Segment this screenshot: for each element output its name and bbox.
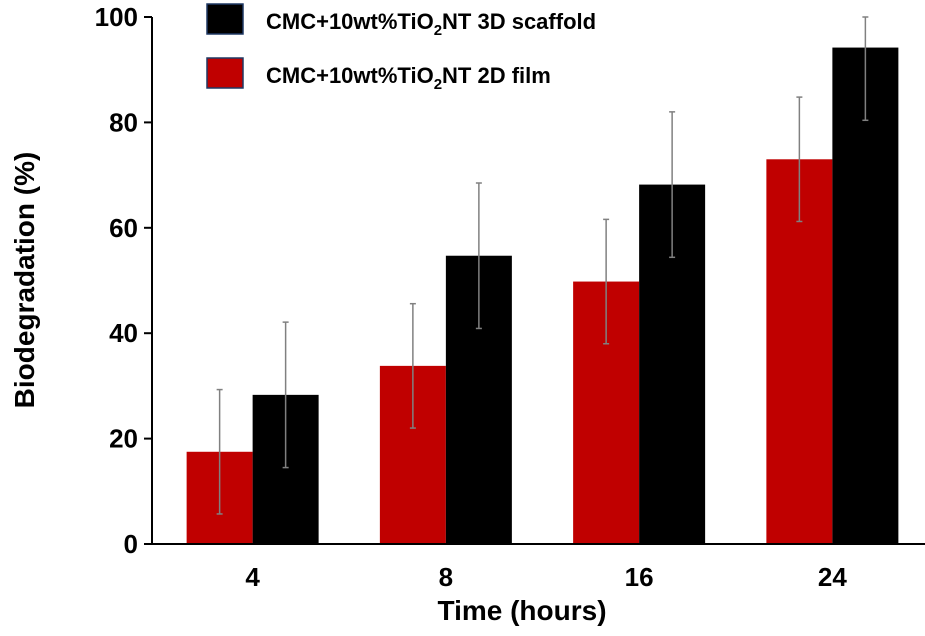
y-axis-title: Biodegradation (%) xyxy=(9,152,40,409)
y-tick-label-60: 60 xyxy=(109,213,138,243)
axes-layer: 4 8 16 24 0 20 40 60 80 100 xyxy=(95,2,925,592)
legend-label-3d-scaffold: CMC+10wt%TiO2NT 3D scaffold xyxy=(266,9,596,39)
error-bars-layer xyxy=(216,16,869,515)
x-tick-label-8: 8 xyxy=(439,562,453,592)
legend: CMC+10wt%TiO2NT 3D scaffold CMC+10wt%TiO2… xyxy=(206,3,596,93)
legend-label-2d-film: CMC+10wt%TiO2NT 2D film xyxy=(266,63,551,93)
legend-swatch-2d-film xyxy=(206,57,244,89)
x-tick-label-24: 24 xyxy=(818,562,847,592)
x-tick-label-4: 4 xyxy=(245,562,260,592)
bars-layer xyxy=(186,47,899,545)
bar-3d-scaffold-24h xyxy=(832,47,899,544)
x-tick-label-16: 16 xyxy=(625,562,654,592)
legend-swatch-3d-scaffold xyxy=(206,3,244,35)
y-tick-label-80: 80 xyxy=(109,107,138,137)
y-tick-label-100: 100 xyxy=(95,2,138,32)
y-tick-label-40: 40 xyxy=(109,318,138,348)
y-tick-label-0: 0 xyxy=(124,529,138,559)
bar-2d-film-24h xyxy=(766,159,833,545)
x-axis-title: Time (hours) xyxy=(437,595,606,626)
y-tick-label-20: 20 xyxy=(109,424,138,454)
